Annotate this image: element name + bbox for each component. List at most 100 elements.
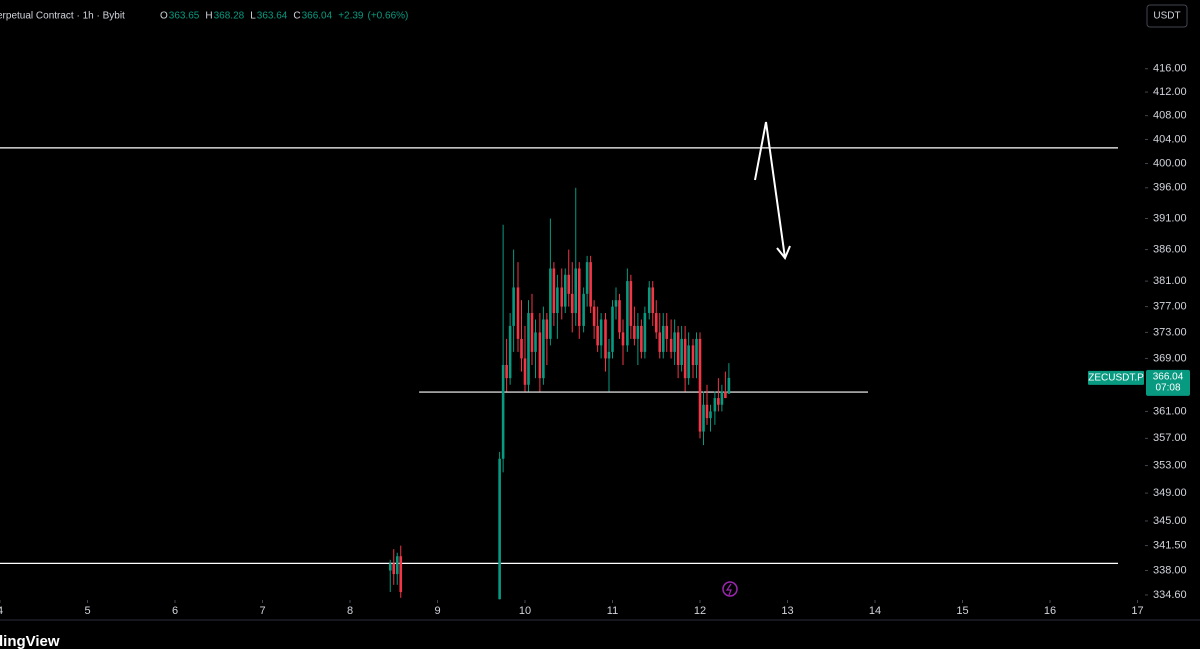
event-icon-bolt	[725, 583, 732, 596]
candle-body	[665, 325, 669, 339]
candle-body	[705, 404, 709, 419]
y-tick-label: 404.00	[1153, 133, 1187, 145]
y-tick-label: 400.00	[1153, 157, 1187, 169]
candle-body	[687, 345, 690, 379]
candle-body	[552, 268, 556, 314]
candle-body	[621, 332, 625, 346]
y-tick-label: 386.00	[1153, 244, 1187, 256]
watermark: dingView	[0, 633, 60, 649]
candle-body	[501, 365, 505, 459]
y-tick-label: 369.00	[1153, 352, 1187, 364]
y-tick-label: 381.00	[1153, 275, 1187, 287]
candle-body	[549, 268, 552, 339]
candle-body	[534, 332, 537, 352]
candle-body	[395, 556, 399, 575]
candle-body	[720, 391, 724, 405]
ohlc-legend: O 363.65 H 368.28 L 363.64 C 366.04 +2.39 (+0.66%…	[160, 11, 408, 22]
y-tick-label: 361.00	[1153, 405, 1187, 417]
candle-body	[512, 287, 515, 326]
x-tick-label: 8	[347, 605, 353, 617]
y-tick-label: 334.60	[1153, 589, 1187, 601]
legend-change-pct: (+0.66%)	[368, 11, 409, 22]
candle-body	[709, 411, 712, 419]
candle-body	[647, 287, 651, 314]
x-tick-label: 13	[781, 605, 793, 617]
candle-body	[618, 300, 621, 333]
x-tick-label: 7	[259, 605, 265, 617]
x-tick-label: 11	[607, 605, 618, 617]
y-tick-label: 341.50	[1153, 540, 1187, 552]
legend-key: L	[250, 11, 256, 22]
candle-body	[577, 268, 581, 326]
x-tick-label: 14	[869, 605, 881, 617]
candle-body	[661, 325, 665, 352]
currency-button[interactable]	[1146, 4, 1188, 28]
candle-body	[673, 332, 676, 352]
candle-body	[520, 338, 523, 359]
candle-body	[683, 338, 687, 379]
x-tick-label: 12	[694, 605, 706, 617]
legend-key: C	[293, 11, 300, 22]
candle-body	[545, 319, 549, 339]
candle-body	[392, 563, 396, 575]
candle-body	[724, 391, 727, 399]
candle-body	[516, 287, 520, 339]
candle-body	[626, 281, 629, 346]
candle-body	[585, 262, 589, 294]
candle-body	[589, 262, 592, 307]
arrow-annotation	[754, 121, 786, 259]
y-tick-label: 353.00	[1153, 459, 1187, 471]
countdown-label: 07:08	[1155, 383, 1180, 394]
y-tick-label: 377.00	[1153, 301, 1187, 313]
legend-value: 363.64	[257, 11, 288, 22]
candle-body	[651, 287, 655, 314]
y-tick-label: 357.00	[1153, 432, 1187, 444]
x-tick-label: 9	[434, 605, 440, 617]
price-label: 366.04	[1153, 372, 1184, 383]
header-title: erpetual Contract · 1h · Bybit	[0, 11, 125, 22]
x-tick-label: 17	[1131, 605, 1143, 617]
candle-body	[654, 313, 658, 333]
legend-value: 363.65	[169, 11, 200, 22]
candle-body	[611, 306, 614, 352]
candle-body	[570, 293, 574, 314]
candle-body	[498, 458, 501, 600]
candle-body	[582, 293, 585, 326]
candle-body	[527, 313, 530, 385]
legend-key: H	[205, 11, 212, 22]
event-icon[interactable]	[722, 581, 738, 597]
legend-change: +2.39	[338, 11, 364, 22]
y-tick-label: 373.00	[1153, 326, 1187, 338]
currency-label[interactable]: USDT	[1153, 11, 1180, 22]
symbol-label: ZECUSDT.P	[1088, 373, 1144, 384]
candle-body	[563, 274, 567, 307]
y-tick-label: 338.00	[1153, 564, 1187, 576]
candle-body	[523, 358, 527, 385]
candle-body	[698, 338, 702, 432]
candle-body	[560, 287, 564, 307]
plot-area	[0, 147, 1118, 600]
candle-body	[676, 332, 680, 366]
y-tick-label: 416.00	[1153, 63, 1187, 75]
x-tick-label: 6	[172, 605, 178, 617]
candle-body	[538, 332, 542, 379]
candle-body	[607, 351, 611, 359]
candle-body	[702, 404, 705, 432]
x-tick-label: 16	[1044, 605, 1056, 617]
y-tick-label: 349.00	[1153, 487, 1187, 499]
candle-body	[669, 338, 673, 352]
candle-body	[505, 365, 508, 379]
candle-body	[695, 338, 698, 366]
legend-value: 368.28	[214, 11, 245, 22]
candle-body	[713, 398, 717, 412]
candle-body	[574, 268, 578, 314]
candle-body	[680, 338, 683, 366]
y-tick-label: 408.00	[1153, 110, 1187, 122]
candle-body	[643, 313, 647, 352]
candle-body	[530, 313, 534, 352]
candle-body	[658, 332, 662, 352]
candle-body	[542, 319, 545, 379]
x-tick-label: 4	[0, 605, 3, 617]
price-tag	[1146, 369, 1190, 396]
